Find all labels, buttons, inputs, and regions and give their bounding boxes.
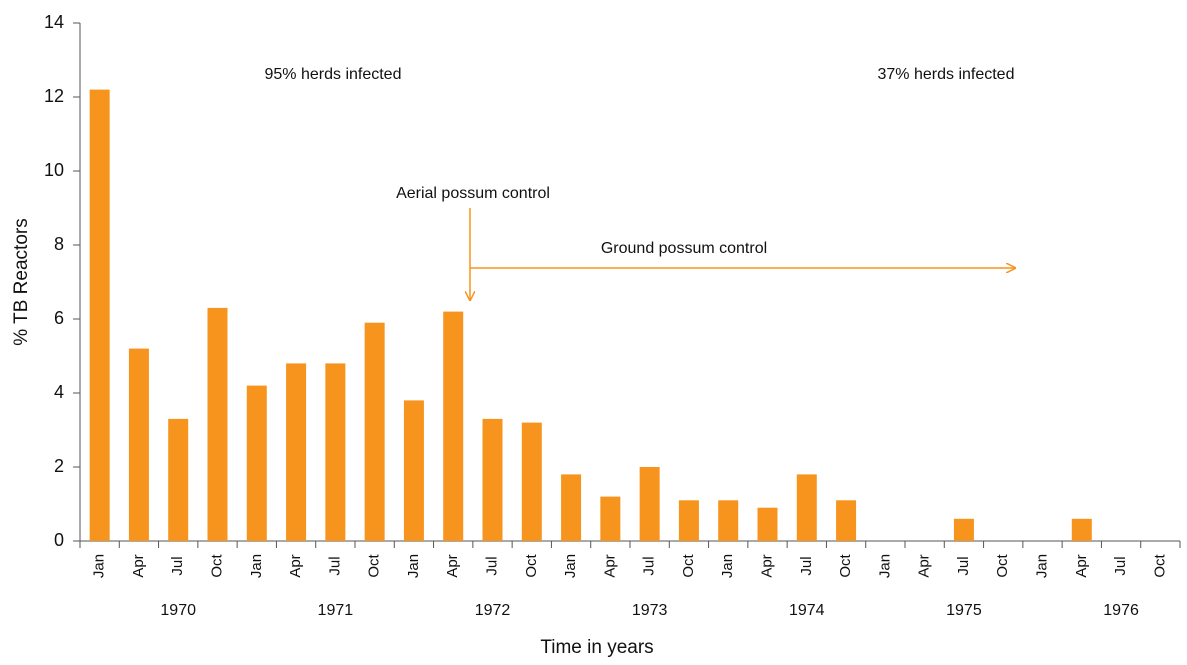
x-tick-label: Apr	[287, 554, 304, 577]
y-tick-label: 8	[54, 234, 64, 254]
bar	[364, 322, 385, 541]
x-tick-label: Jul	[641, 556, 658, 575]
x-tick-label: Apr	[916, 554, 933, 577]
bar	[953, 518, 974, 541]
bar	[403, 400, 424, 541]
bar	[836, 500, 857, 541]
x-tick-label: Oct	[837, 554, 854, 578]
bar	[89, 89, 110, 541]
bar	[325, 363, 346, 541]
bar	[796, 474, 817, 541]
bar	[639, 467, 660, 541]
x-tick-label: Apr	[130, 554, 147, 577]
x-tick-label: Oct	[1151, 554, 1168, 578]
x-tick-label: Oct	[208, 554, 225, 578]
annotation: 95% herds infected	[265, 66, 402, 83]
bar	[443, 311, 464, 541]
group-label: 1971	[318, 602, 354, 619]
x-axis-label: Time in years	[540, 637, 653, 658]
group-label: 1972	[475, 602, 511, 619]
y-axis-label: % TB Reactors	[11, 218, 32, 345]
bar	[207, 307, 228, 541]
x-tick-label: Jan	[248, 554, 265, 578]
x-tick-label: Oct	[994, 554, 1011, 578]
annotation: Aerial possum control	[396, 185, 550, 202]
y-tick-label: 14	[44, 12, 64, 32]
bar	[561, 474, 582, 541]
y-tick-label: 0	[54, 530, 64, 550]
bar	[718, 500, 739, 541]
annotation: 37% herds infected	[878, 66, 1015, 83]
annotation: Ground possum control	[601, 240, 767, 257]
bar	[286, 363, 307, 541]
x-tick-label: Jan	[1033, 554, 1050, 578]
x-tick-label: Oct	[366, 554, 383, 578]
y-tick-label: 12	[44, 86, 64, 106]
bar	[128, 348, 149, 541]
x-tick-label: Jul	[326, 556, 343, 575]
group-label: 1973	[632, 602, 668, 619]
group-label: 1974	[789, 602, 825, 619]
group-label: 1976	[1103, 602, 1139, 619]
y-tick-label: 4	[54, 382, 64, 402]
x-tick-label: Apr	[601, 554, 618, 577]
bar	[1071, 518, 1092, 541]
y-tick-label: 10	[44, 160, 64, 180]
y-tick-label: 2	[54, 456, 64, 476]
y-tick-label: 6	[54, 308, 64, 328]
bar	[168, 418, 189, 541]
x-tick-label: Apr	[758, 554, 775, 577]
bar	[521, 422, 542, 541]
x-tick-label: Jul	[483, 556, 500, 575]
bar	[600, 496, 621, 541]
x-tick-label: Jan	[91, 554, 108, 578]
x-tick-label: Apr	[444, 554, 461, 577]
x-tick-label: Jan	[405, 554, 422, 578]
x-tick-label: Jan	[562, 554, 579, 578]
x-tick-label: Jul	[1112, 556, 1129, 575]
x-tick-label: Jul	[955, 556, 972, 575]
x-tick-label: Jul	[169, 556, 186, 575]
bar	[482, 418, 503, 541]
bar	[246, 385, 267, 541]
x-tick-label: Oct	[523, 554, 540, 578]
x-tick-label: Jan	[719, 554, 736, 578]
group-label: 1970	[160, 602, 196, 619]
bar	[678, 500, 699, 541]
bar	[757, 507, 778, 541]
x-tick-label: Oct	[680, 554, 697, 578]
x-tick-label: Jan	[876, 554, 893, 578]
x-tick-label: Jul	[798, 556, 815, 575]
group-label: 1975	[946, 602, 982, 619]
x-tick-label: Apr	[1073, 554, 1090, 577]
